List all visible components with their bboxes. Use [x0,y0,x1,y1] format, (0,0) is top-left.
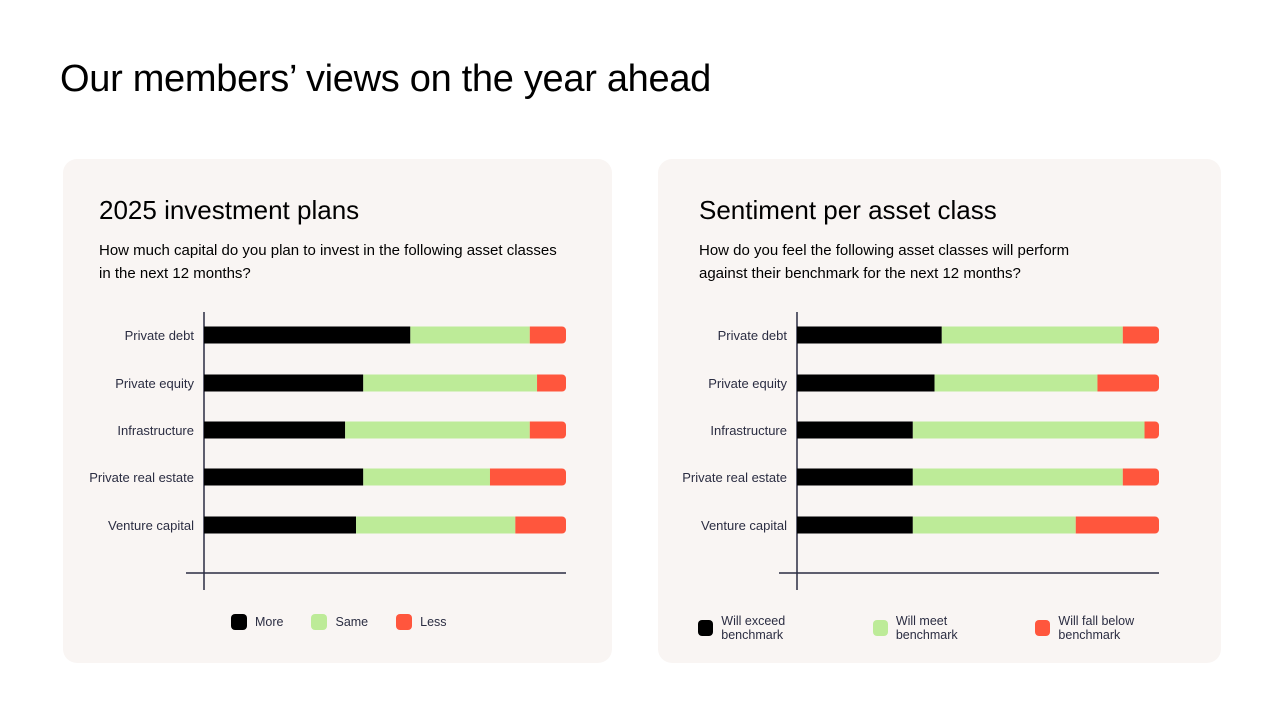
legend-item: Will meet benchmark [872,614,1008,642]
chart-title: Sentiment per asset class [699,195,997,225]
category-label: Venture capital [108,518,194,533]
bar-segment-will-meet-benchmark [912,516,1076,534]
category-label: Infrastructure [710,423,787,438]
bar-segment-will-meet-benchmark [912,468,1123,486]
legend-label: Will meet benchmark [895,614,958,642]
legend-item: More [231,614,283,630]
bar-segment-more [204,421,346,439]
bar-segment-will-fall-below-benchmark [1075,516,1159,534]
page-title: Our members’ views on the year ahead [60,58,711,100]
bar-segment-same [363,468,490,486]
chart-legend: Will exceed benchmark Will meet benchmark… [698,614,1221,642]
bar-segment-more [204,468,364,486]
category-label: Venture capital [701,518,787,533]
legend-item: Will fall below benchmark [1035,614,1193,642]
bar-segment-will-exceed-benchmark [797,516,913,534]
category-label: Private debt [718,328,788,343]
bar-segment-more [204,516,357,534]
bar-segment-same [356,516,516,534]
legend-label: Will fall below benchmark [1058,614,1135,642]
bar-segment-less [529,326,566,344]
legend-swatch [231,614,247,630]
category-label: Private real estate [89,470,194,485]
bar-segment-will-meet-benchmark [934,374,1098,392]
bar-segment-will-exceed-benchmark [797,421,913,439]
legend-swatch [872,620,888,636]
bar-segment-less [537,374,566,392]
bar-segment-will-fall-below-benchmark [1122,326,1159,344]
chart-legend: More Same Less [231,614,475,630]
chart-subtitle: How much capital do you plan to invest i… [99,242,557,282]
category-label: Private equity [708,376,787,391]
sentiment-card: Sentiment per asset class How do you fee… [658,159,1221,663]
bar-segment-same [410,326,530,344]
bar-segment-will-meet-benchmark [912,421,1145,439]
bar-segment-will-exceed-benchmark [797,468,913,486]
legend-label: Same [335,615,369,629]
chart-subtitle: How do you feel the following asset clas… [699,242,1070,282]
bar-segment-same [345,421,530,439]
legend-swatch [396,614,413,630]
sentiment-chart: Private debt Private equity Infrastructure… [682,312,1159,590]
chart-title: 2025 investment plans [99,195,360,225]
bar-segment-less [515,516,566,534]
investment-plans-chart: Private debt Private equity Infrastructure… [89,312,566,590]
investment-plans-card: 2025 investment plans How much capital d… [63,159,612,663]
legend-label: More [255,615,284,629]
legend-item: Same [311,614,368,630]
legend-swatch [1035,620,1051,636]
bar-segment-less [529,421,566,439]
bar-segment-same [363,374,538,392]
category-label: Infrastructure [117,423,194,438]
category-label: Private equity [115,376,194,391]
category-label: Private debt [125,328,195,343]
bar-segment-will-fall-below-benchmark [1122,468,1159,486]
bar-segment-will-fall-below-benchmark [1144,421,1159,439]
legend-item: Less [396,614,447,630]
legend-swatch [698,620,714,636]
bar-segment-will-exceed-benchmark [797,374,935,392]
bar-segment-less [489,468,566,486]
category-label: Private real estate [682,470,787,485]
legend-item: Will exceed benchmark [698,614,845,642]
bar-segment-will-meet-benchmark [941,326,1123,344]
legend-swatch [311,614,328,630]
bar-segment-will-fall-below-benchmark [1097,374,1159,392]
legend-label: Less [420,615,447,629]
bar-segment-more [204,374,364,392]
bar-segment-will-exceed-benchmark [797,326,942,344]
bar-segment-more [204,326,411,344]
legend-label: Will exceed benchmark [721,614,786,642]
